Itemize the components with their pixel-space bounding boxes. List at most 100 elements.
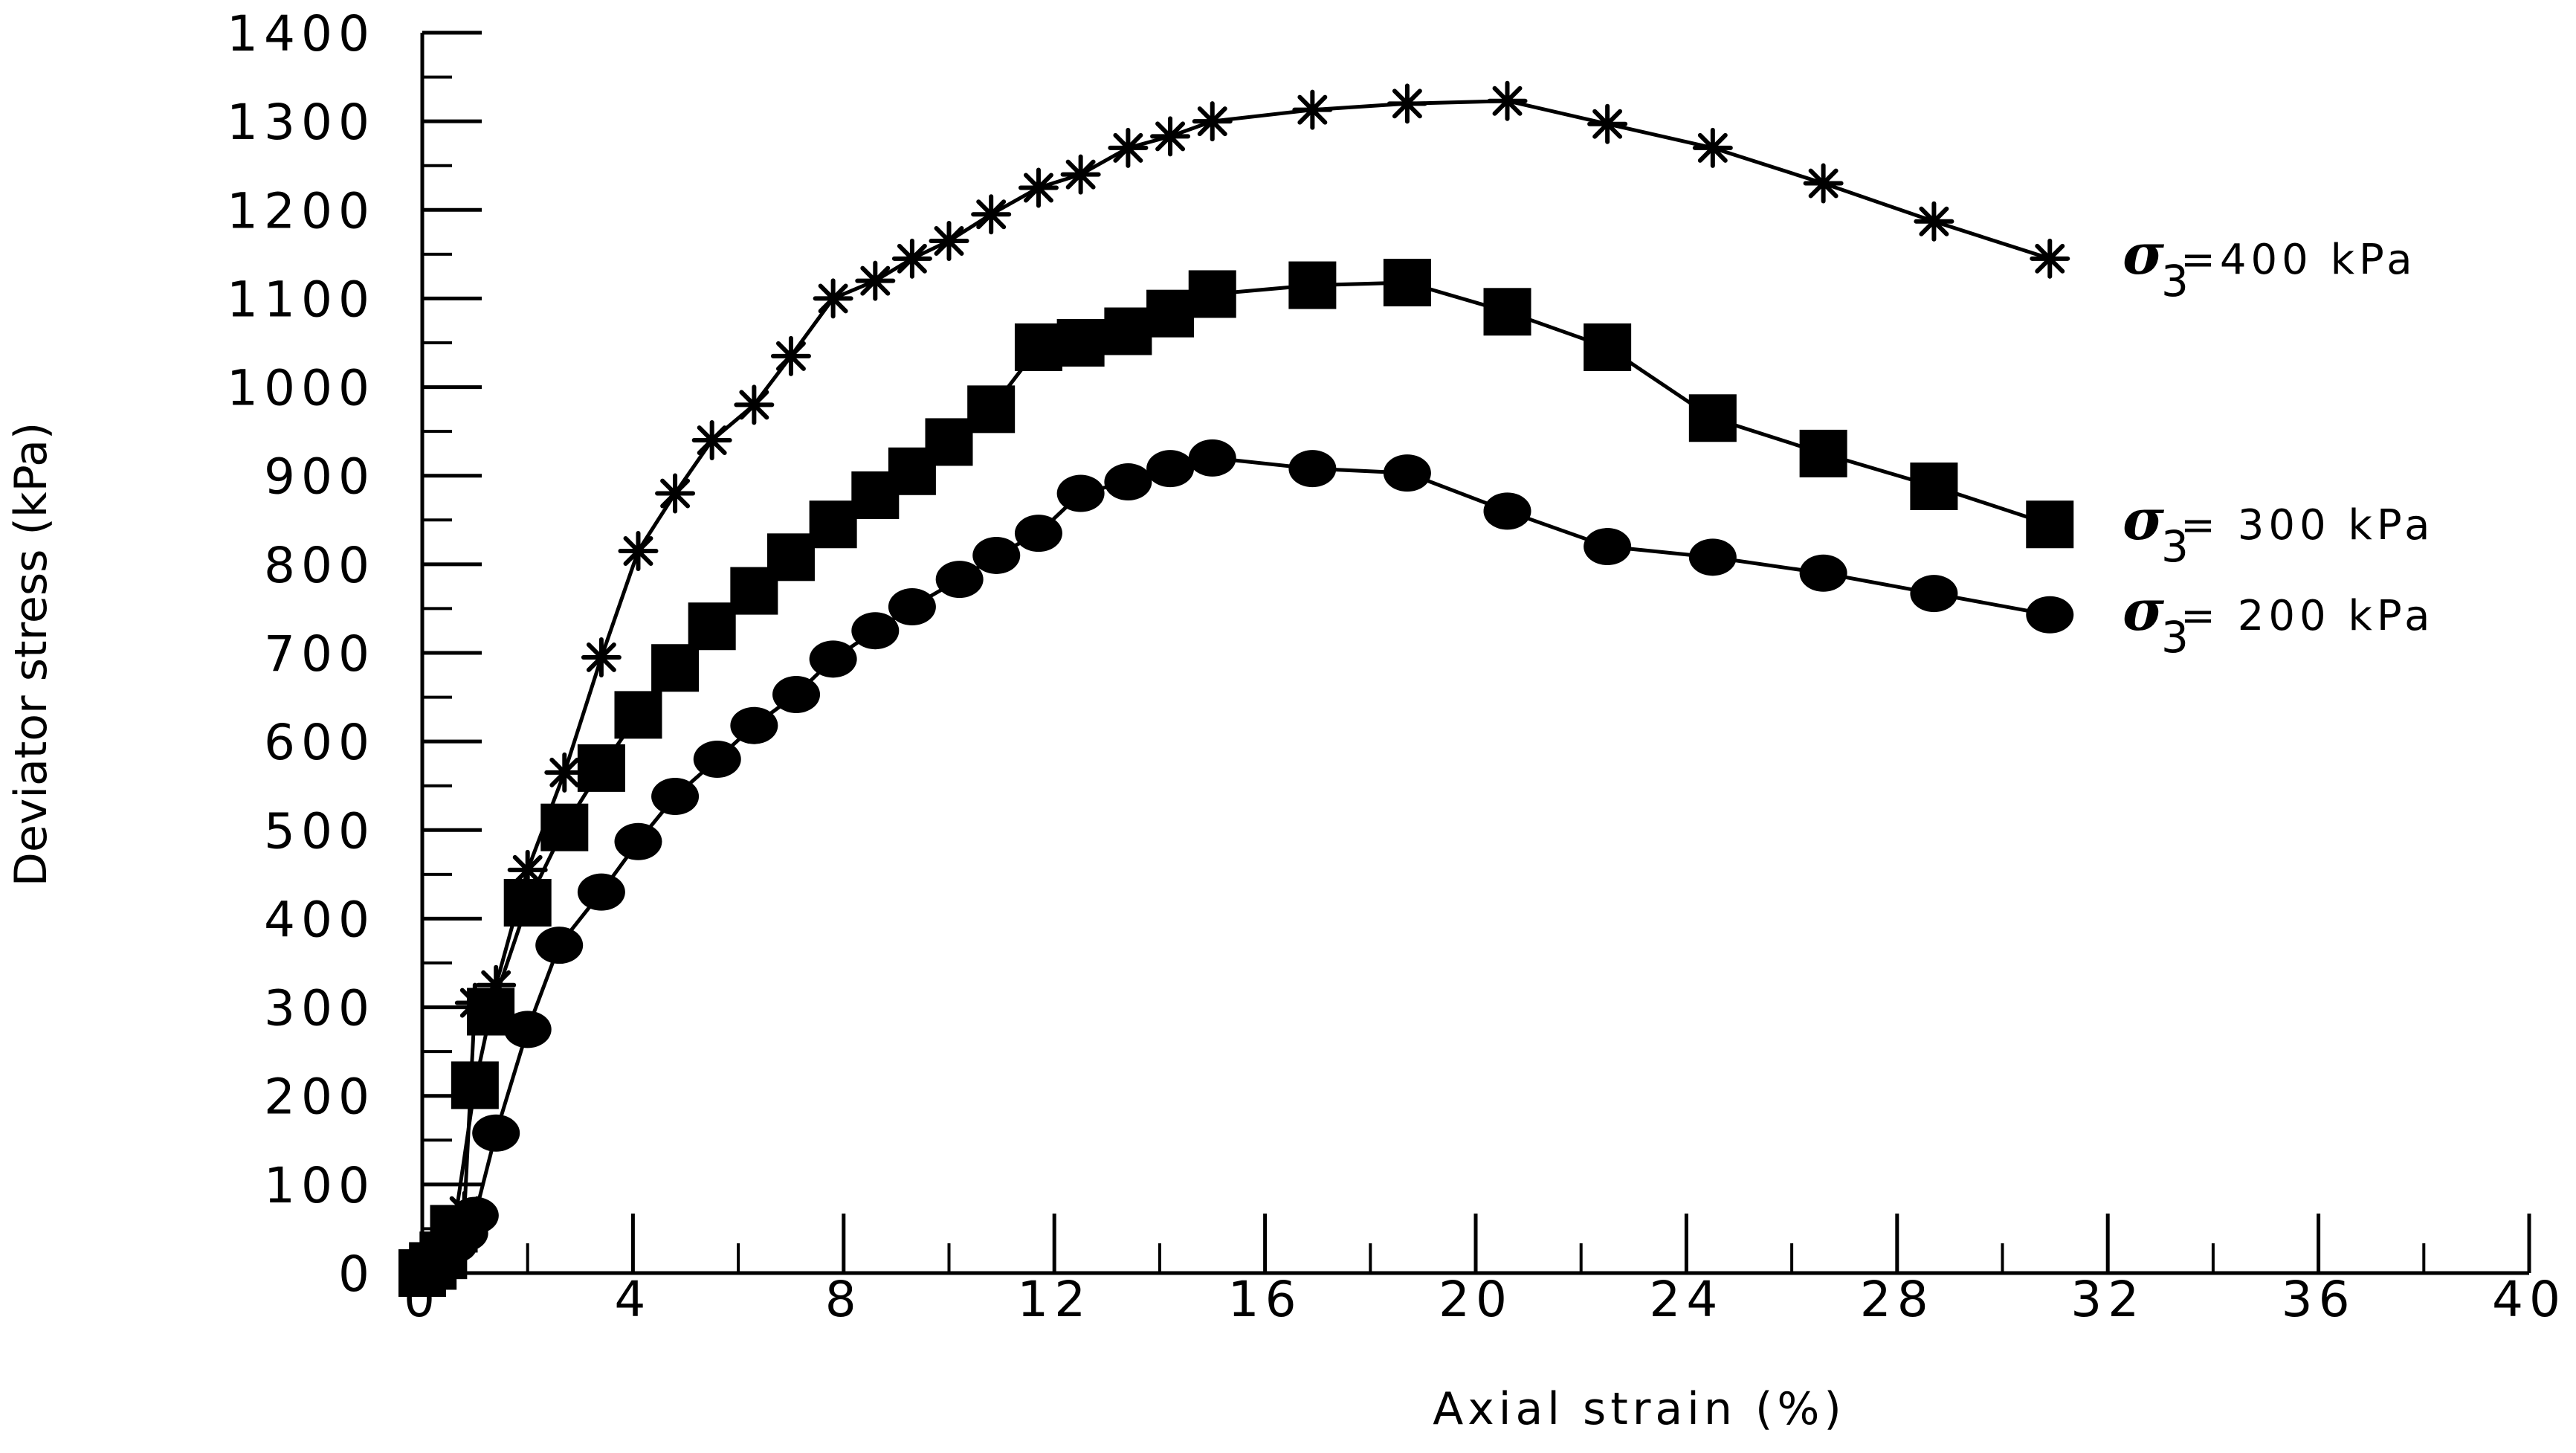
circle-marker (851, 612, 900, 650)
square-marker (1799, 429, 1847, 477)
circle-marker (888, 588, 936, 626)
circle-marker (535, 927, 584, 964)
square-marker (1383, 258, 1431, 306)
square-marker (1056, 319, 1105, 367)
square-marker (1014, 323, 1062, 371)
square-marker (925, 418, 973, 466)
y-tick-label: 1200 (227, 182, 375, 239)
square-marker (766, 533, 815, 581)
square-marker (1288, 261, 1337, 309)
square-marker (1688, 394, 1737, 442)
x-tick-label: 28 (1860, 1271, 1934, 1328)
square-marker (651, 644, 700, 692)
square-marker (2026, 500, 2074, 549)
star-marker (1392, 88, 1422, 119)
x-tick-label: 40 (2492, 1271, 2566, 1328)
series-label-subscript: 3 (2161, 256, 2189, 306)
circle-marker (2026, 596, 2074, 634)
y-tick-label: 600 (264, 714, 375, 771)
series-label-text: =400 kPa (2180, 236, 2417, 284)
square-marker (503, 878, 552, 927)
circle-marker (1288, 450, 1337, 488)
square-marker (809, 500, 857, 549)
circle-marker (1188, 439, 1236, 477)
series-label-subscript: 3 (2161, 521, 2189, 572)
star-marker (586, 642, 616, 672)
y-tick-label: 800 (264, 537, 375, 594)
square-marker (1910, 463, 1958, 511)
star-marker (549, 757, 580, 787)
star-marker (1808, 168, 1839, 199)
square-marker (577, 744, 625, 792)
circle-marker (651, 778, 700, 816)
square-marker (1483, 288, 1531, 336)
circle-marker (935, 561, 984, 599)
x-tick-label: 12 (1017, 1271, 1091, 1328)
star-marker (739, 390, 769, 420)
square-marker (1584, 323, 1632, 371)
y-axis-title: Deviator stress (kPa) (5, 422, 57, 887)
circle-marker (1910, 575, 1958, 613)
y-tick-label: 1100 (227, 271, 375, 328)
star-marker (897, 243, 927, 274)
y-tick-label: 200 (264, 1069, 375, 1126)
circle-marker (772, 675, 821, 713)
square-marker (540, 803, 589, 851)
x-tick-label: 4 (614, 1271, 651, 1328)
series-label-text: = 200 kPa (2180, 592, 2434, 640)
star-marker (660, 478, 691, 509)
square-marker (614, 691, 662, 739)
circle-marker (972, 536, 1021, 574)
series-label-subscript: 3 (2161, 612, 2189, 663)
star-marker (1197, 106, 1227, 137)
star-marker (697, 425, 727, 456)
x-tick-label: 8 (825, 1271, 862, 1328)
star-marker (860, 265, 891, 296)
square-marker (1104, 307, 1152, 355)
y-tick-label: 400 (264, 891, 375, 948)
star-marker (623, 536, 653, 566)
star-marker (1697, 132, 1728, 163)
circle-marker (809, 640, 857, 678)
x-tick-label: 24 (1649, 1271, 1723, 1328)
star-marker (1023, 173, 1053, 203)
circle-marker (614, 822, 662, 860)
star-marker (512, 854, 543, 885)
y-tick-label: 100 (264, 1157, 375, 1214)
x-tick-label: 20 (1439, 1271, 1513, 1328)
square-marker (1188, 270, 1236, 318)
circle-marker (1104, 463, 1152, 501)
x-axis-title: Axial strain (%) (1433, 1383, 1846, 1435)
star-marker (818, 283, 848, 314)
star-marker (2035, 243, 2065, 274)
y-tick-label: 500 (264, 802, 375, 860)
series-layer (398, 80, 2074, 1297)
circle-marker (1688, 538, 1737, 576)
x-tick-label: 32 (2070, 1271, 2145, 1328)
star-marker (1297, 94, 1328, 125)
square-marker (967, 385, 1016, 434)
star-marker (1492, 86, 1523, 116)
circle-marker (451, 1196, 499, 1234)
circle-marker (1383, 454, 1431, 492)
star-marker (1113, 132, 1143, 163)
circle-marker (1483, 492, 1531, 530)
circle-marker (1056, 474, 1105, 512)
series-label-sigma: σ (2123, 486, 2165, 552)
circle-marker (503, 1011, 552, 1048)
circle-marker (730, 706, 778, 744)
y-tick-label: 1000 (227, 360, 375, 417)
y-tick-label: 0 (338, 1246, 375, 1303)
circle-marker (472, 1114, 520, 1152)
series-label-square: σ3= 300 kPa (2123, 486, 2434, 572)
series-square (398, 258, 2074, 1297)
star-marker (1919, 206, 1949, 236)
star-marker (1592, 109, 1623, 139)
series-label-text: = 300 kPa (2180, 501, 2434, 550)
series-label-star: σ3=400 kPa (2123, 221, 2417, 306)
y-tick-label: 1300 (227, 94, 375, 151)
y-tick-label: 1400 (227, 5, 375, 62)
star-marker (934, 226, 964, 256)
